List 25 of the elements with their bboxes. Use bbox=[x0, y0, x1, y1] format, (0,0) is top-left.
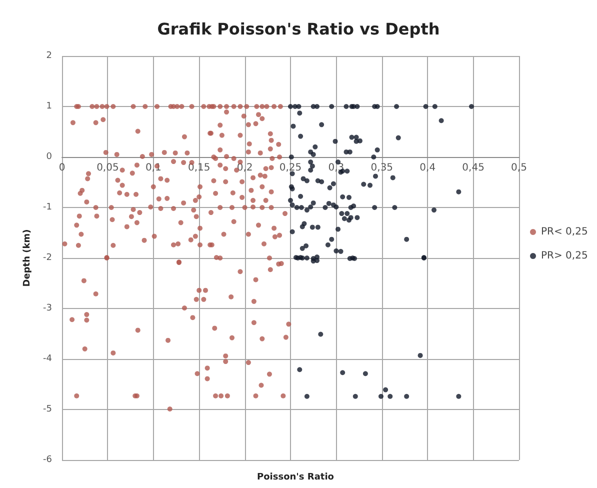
y-tick-label: -2 bbox=[43, 253, 52, 263]
x-axis-title: Poisson's Ratio bbox=[257, 472, 334, 482]
x-tick-label: 0,1 bbox=[145, 162, 162, 174]
y-tick-label: -5 bbox=[43, 404, 52, 414]
y-tick-label: 1 bbox=[46, 102, 52, 112]
x-tick-label: 0,15 bbox=[188, 162, 210, 174]
legend-label: PR< 0,25 bbox=[541, 226, 588, 238]
y-tick-label: -4 bbox=[43, 354, 52, 364]
x-tick-label: 0,25 bbox=[279, 162, 302, 174]
x-tick-label: 0,5 bbox=[511, 162, 527, 174]
x-tick-label: 0,3 bbox=[328, 162, 344, 174]
legend-label: PR> 0,25 bbox=[541, 250, 588, 262]
y-tick-label: 0 bbox=[46, 152, 52, 162]
y-tick-label: -3 bbox=[43, 304, 52, 314]
x-tick-label: 0,05 bbox=[96, 162, 119, 174]
x-tick-label: 0 bbox=[58, 162, 66, 174]
y-axis-title: Depth (km) bbox=[22, 229, 32, 287]
y-tick-label: -6 bbox=[43, 455, 52, 465]
x-tick-label: 0,45 bbox=[462, 162, 484, 174]
y-tick-label: 2 bbox=[46, 51, 52, 61]
x-tick-label: 0,4 bbox=[420, 162, 436, 174]
y-tick-label: -1 bbox=[43, 202, 52, 212]
x-tick-label: 0,2 bbox=[236, 162, 253, 174]
x-tick-label: 0,35 bbox=[370, 162, 394, 174]
chart-title: Grafik Poisson's Ratio vs Depth bbox=[157, 20, 440, 38]
